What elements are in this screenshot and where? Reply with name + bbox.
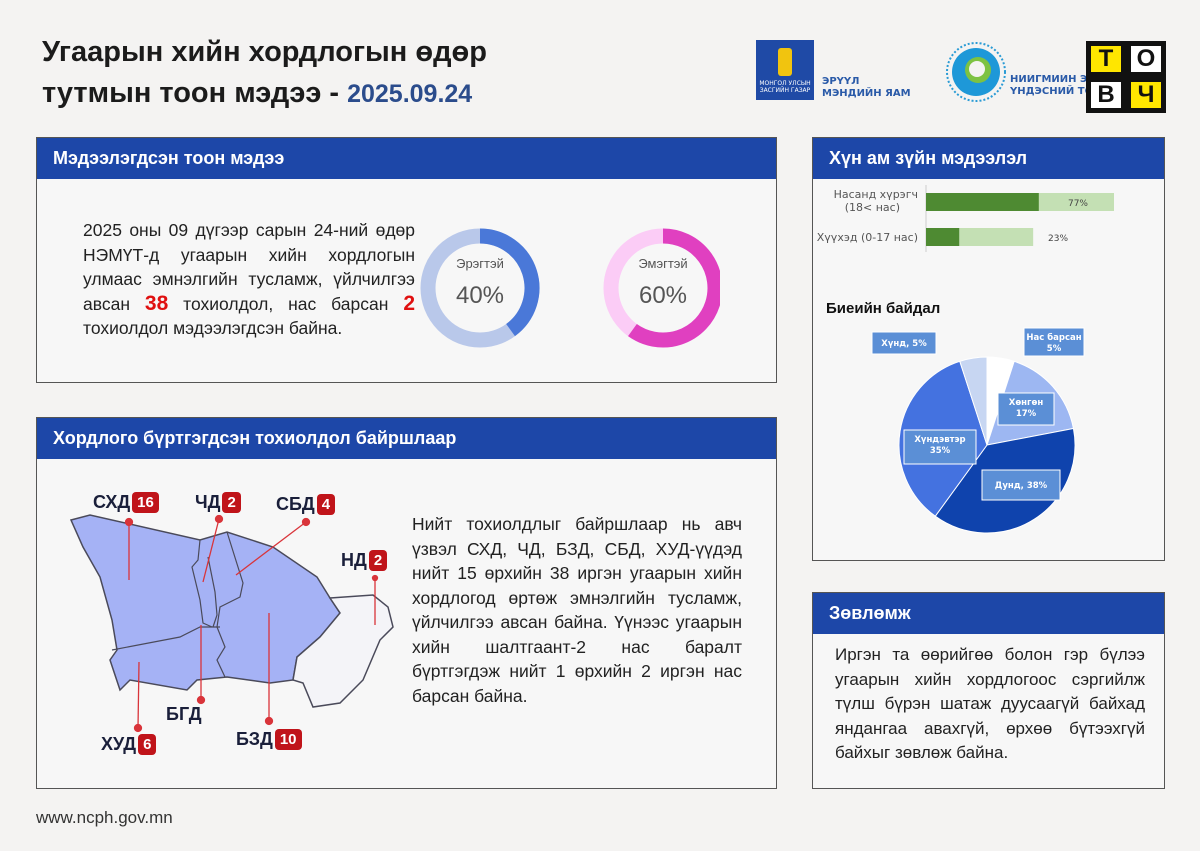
reported-text: 2025 оны 09 дүгээр сарын 24-ний өдөр НЭМ… [83,220,416,338]
deaths-count: 2 [403,291,416,315]
bar-value [926,193,1039,211]
donut-label: Эмэгтэй [638,256,687,271]
district-label-nd: НД 2 [341,550,388,571]
pie-data-label: Дунд, 38% [995,481,1048,491]
tovch-logo: Т О В Ч [1086,41,1166,113]
donut-value: 40% [456,282,504,309]
bar-data-label: 77% [1068,199,1088,209]
pie-data-label: Нас барсан [1026,332,1081,343]
district-label-bzd: БЗД 10 [236,729,302,750]
advice-text: Иргэн та өөрийгөө болон гэр бүлээ угаары… [835,645,1145,762]
donut-label: Эрэгтэй [456,256,504,271]
pie-data-label-box [981,469,1061,501]
pie-data-label: 5% [1047,344,1062,354]
donut-value-arc [628,228,720,348]
donut-value-arc [479,228,540,337]
map-region-blue [69,514,341,692]
government-logo: МОНГОЛ УЛСЫН ЗАСГИЙН ГАЗАР [756,40,814,100]
bar-category-label: (18< нас) [845,201,900,214]
gender-donuts: Эрэгтэй 40% Эмэгтэй 60% [420,228,720,348]
footer-url[interactable]: www.ncph.gov.mn [36,808,173,827]
pie-data-label-box [871,331,937,355]
district-label-khud: ХУД 6 [101,734,157,755]
bar-data-label: 23% [1048,234,1068,244]
district-label-chd: ЧД 2 [195,492,241,513]
bar-category-label: Хүүхэд (0-17 нас) [817,231,918,244]
pie-data-label: 35% [930,446,951,456]
advice-heading: Зөвлөмж [813,593,1164,634]
donut-value: 60% [639,282,687,309]
advice-panel: Зөвлөмж Иргэн та өөрийгөө болон гэр бүлэ… [812,592,1165,789]
cases-count: 38 [144,291,169,315]
pie-data-label-box [1023,327,1085,357]
pie-data-label-box [997,392,1055,426]
population-charts: 77% Насанд хүрэгч(18< нас) 23% Хүүхэд (0-17… [817,185,1114,534]
district-label-bgd: БГД [166,704,202,724]
ncph-name: НИЙГМИЙН ЭРҮҮЛ МЭНДИЙНҮНДЭСНИЙ ТӨВ [1010,74,1090,97]
population-heading: Хүн ам зүйн мэдээлэл [813,138,1164,179]
pie-data-label: Хүндэвтэр [914,435,965,445]
district-label-sbd: СБД 4 [276,494,336,515]
bar-value [926,228,960,246]
pie-data-label-box [903,429,977,465]
reported-panel: Мэдээлэгдсэн тоон мэдээ 2025 оны 09 дүгэ… [36,137,777,383]
location-heading: Хордлого бүртгэгдсэн тохиолдол байршлаар [37,418,776,459]
report-date: 2025.09.24 [347,80,473,108]
ncph-logo [946,42,1006,102]
pie-data-label: Хүнд, 5% [881,339,927,349]
location-text: Нийт тохиолдлыг байршлаар нь авч үзвэл С… [412,514,742,706]
reported-heading: Мэдээлэгдсэн тоон мэдээ [37,138,776,179]
page-title: Угаарын хийн хордлогын өдөр тутмын тоон … [42,36,487,109]
district-label-skhd: СХД 16 [93,492,159,513]
district-map [69,514,394,733]
pie-data-label: Хөнгөн [1009,398,1044,408]
bar-category-label: Насанд хүрэгч [834,188,918,201]
pie-slice [959,356,988,446]
ministry-name: ЭРҮҮЛ МЭНДИЙН ЯАМ [822,76,911,99]
map-region-nd [292,594,394,708]
pie-title: Биеийн байдал [826,300,940,317]
pie-data-label: 17% [1016,409,1037,419]
